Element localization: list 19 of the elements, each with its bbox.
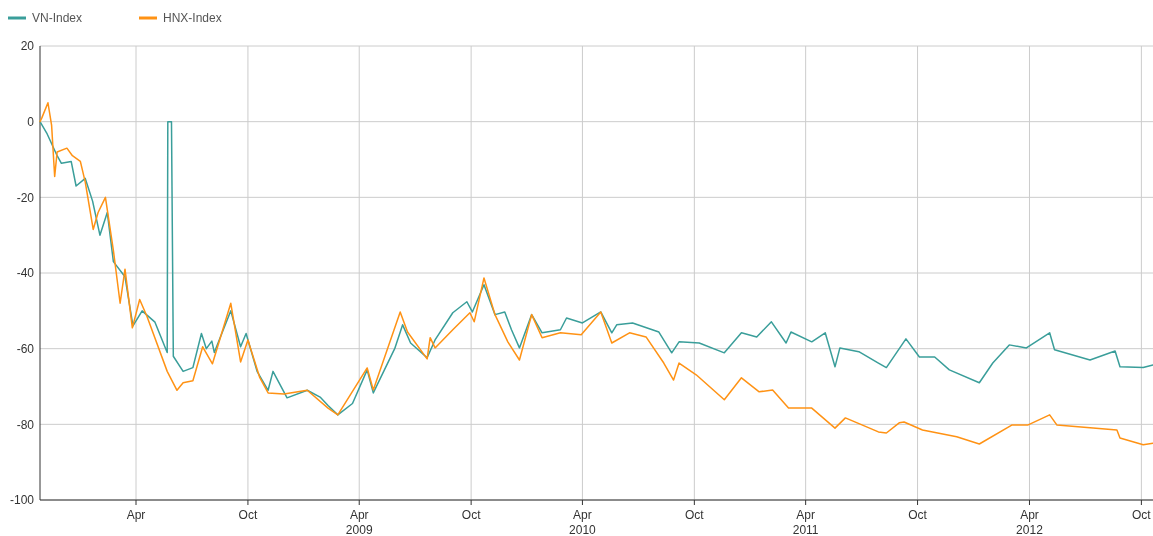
y-tick-label: -100 <box>9 493 35 508</box>
x-tick-label: Apr 2009 <box>345 508 373 536</box>
x-tick-label: Apr 2010 <box>569 508 597 536</box>
x-tick-label: Oct <box>1132 508 1152 522</box>
y-tick-label: 0 <box>27 114 35 129</box>
y-tick-label: -60 <box>16 341 35 356</box>
x-tick-label: Apr 2011 <box>792 508 819 536</box>
x-tick-label: Apr 2012 <box>1016 508 1044 536</box>
x-tick-label: Oct <box>685 508 705 522</box>
x-tick-label: Oct <box>908 508 928 522</box>
x-tick-label: Oct <box>238 508 258 522</box>
y-tick-label: -20 <box>16 190 35 205</box>
legend-label: VN-Index <box>32 11 83 26</box>
y-tick-label: -80 <box>16 417 35 432</box>
y-tick-label: -40 <box>16 266 35 281</box>
x-tick-label: Apr <box>126 508 146 522</box>
y-tick-label: 20 <box>20 39 35 54</box>
legend-label: HNX-Index <box>163 11 222 26</box>
x-tick-label: Oct <box>461 508 482 522</box>
